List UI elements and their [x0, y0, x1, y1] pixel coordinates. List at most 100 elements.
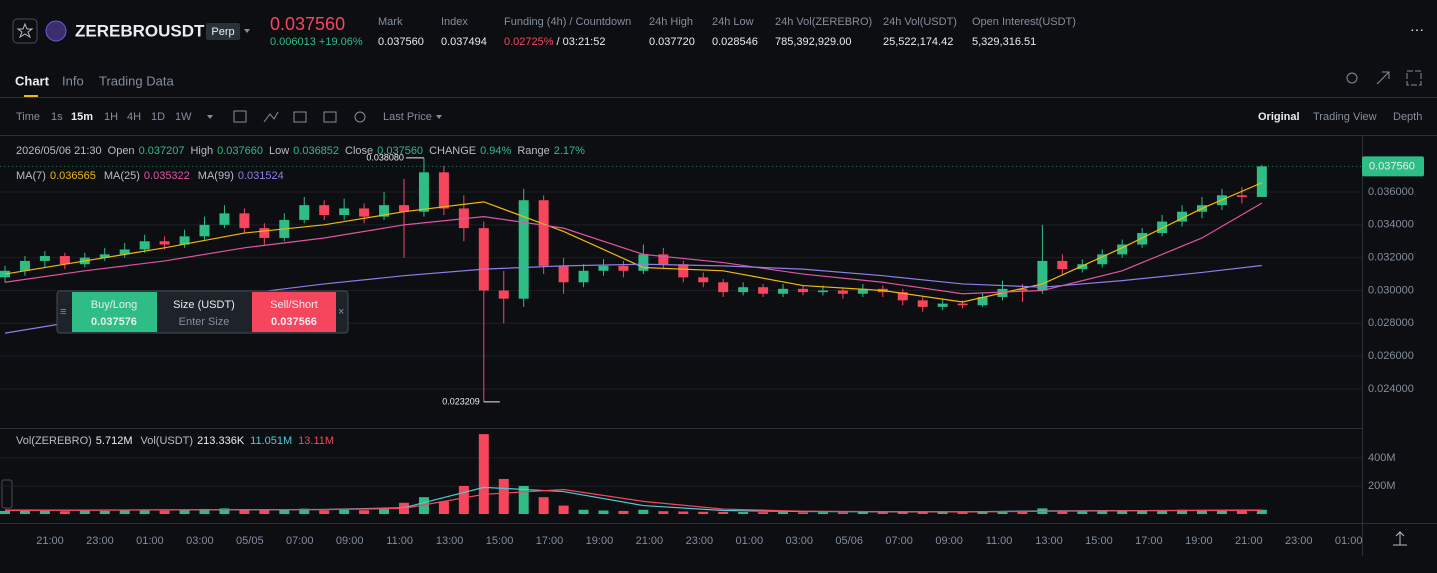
view-option[interactable]: Original	[1258, 111, 1300, 123]
y-tick-label: 0.024000	[1368, 383, 1414, 395]
x-tick-label: 07:00	[286, 535, 314, 547]
candle-body	[917, 300, 928, 307]
layout-icon[interactable]	[1406, 70, 1422, 86]
close-panel[interactable]: ×	[338, 306, 344, 318]
view-option[interactable]: Depth	[1393, 111, 1422, 123]
volume-bar	[578, 509, 589, 514]
candle-body	[578, 270, 589, 283]
volume-legend: Vol(ZEREBRO) 5.712M Vol(USDT) 213.336K 11.05…	[16, 435, 334, 447]
candle-body	[957, 303, 968, 306]
volume-bar	[718, 511, 729, 514]
y-tick-label: 0.032000	[1368, 252, 1414, 264]
stat-value: 0.02725%	[504, 36, 554, 48]
candle-body	[219, 213, 230, 225]
settings-icon[interactable]	[323, 111, 337, 123]
sell-label: Sell/Short	[270, 299, 318, 311]
volume-bar	[418, 497, 429, 514]
volume-bar	[538, 497, 549, 514]
more-menu[interactable]: ⋯	[1410, 22, 1424, 38]
view-option[interactable]: Trading View	[1313, 111, 1377, 123]
stat-value: 0.037560	[378, 36, 424, 48]
volume-bar	[339, 509, 350, 514]
volume-bar	[1057, 510, 1068, 514]
interval[interactable]: 1H	[104, 111, 118, 123]
config-icon[interactable]	[354, 111, 366, 123]
volume-bar	[837, 512, 848, 514]
volume-bar	[977, 511, 988, 514]
x-tick-label: 09:00	[935, 535, 963, 547]
tab[interactable]: Chart	[15, 73, 50, 88]
alert-icon[interactable]	[1346, 72, 1358, 84]
interval[interactable]: 1s	[51, 111, 63, 123]
last-price-tag-text: 0.037560	[1369, 160, 1415, 172]
volume-bar	[139, 509, 150, 514]
interval[interactable]: 1W	[175, 111, 192, 123]
draw-icon[interactable]	[263, 111, 279, 123]
interval[interactable]: Time	[16, 111, 40, 123]
candle-body	[59, 256, 70, 265]
interval[interactable]: 15m	[71, 111, 93, 123]
candle-body	[618, 265, 629, 271]
volume-bar	[259, 510, 270, 514]
interval[interactable]: 1D	[151, 111, 165, 123]
stat-value: 5,329,316.51	[972, 36, 1036, 48]
volume-bar	[299, 508, 310, 514]
sell-button[interactable]	[252, 292, 336, 332]
candle-body	[897, 292, 908, 301]
tab[interactable]: Info	[62, 73, 84, 88]
stat-value: 0.037494	[441, 36, 487, 48]
volume-bar	[638, 509, 649, 514]
scale-icon[interactable]	[1393, 531, 1407, 546]
y-tick-label: 0.026000	[1368, 350, 1414, 362]
interval-dropdown[interactable]	[207, 115, 213, 119]
volume-bar	[738, 512, 749, 514]
symbol-dropdown[interactable]	[244, 29, 250, 33]
x-tick-label: 03:00	[186, 535, 214, 547]
favorite-button[interactable]	[12, 18, 38, 44]
y-tick-label: 0.028000	[1368, 317, 1414, 329]
volume-bar	[39, 510, 50, 514]
stat-label: 24h Vol(USDT)	[883, 16, 957, 28]
size-label: Size (USDT)	[173, 299, 235, 311]
low-label: 0.023209	[442, 396, 480, 406]
candle-body	[678, 264, 689, 278]
price-type-dropdown[interactable]	[436, 115, 442, 119]
indicator-icon[interactable]	[233, 110, 247, 123]
buy-button[interactable]	[72, 292, 157, 332]
ohlc-date: 2026/05/06 21:30	[16, 145, 102, 157]
tab[interactable]: Trading Data	[99, 73, 174, 88]
volume-chart: 200M 400M	[0, 434, 1396, 514]
volume-bar	[99, 510, 110, 514]
volume-ma-value: 11.051M	[250, 435, 292, 447]
buy-price: 0.037576	[91, 316, 137, 328]
compare-icon[interactable]	[293, 111, 307, 123]
panel-toggle[interactable]	[1, 479, 13, 509]
last-price: 0.037560	[270, 14, 345, 34]
candle-body	[299, 205, 310, 220]
high-label: 0.038080	[366, 152, 404, 162]
candle-body	[817, 290, 828, 293]
volume-bar	[957, 512, 968, 514]
x-tick-label: 01:00	[736, 535, 764, 547]
interval[interactable]: 4H	[127, 111, 141, 123]
x-tick-label: 13:00	[436, 535, 464, 547]
x-tick-label: 01:00	[1335, 535, 1363, 547]
x-tick-label: 15:00	[486, 535, 514, 547]
stat-value: 0.028546	[712, 36, 758, 48]
volume-bar	[319, 510, 330, 514]
price-type[interactable]: Last Price	[383, 111, 432, 123]
size-input[interactable]: Enter Size	[179, 316, 230, 328]
volume-value: 213.336K	[197, 435, 245, 447]
last-price-tag	[1362, 156, 1424, 177]
volume-bar	[458, 485, 469, 514]
candle-body	[1057, 260, 1068, 270]
volume-bar	[678, 511, 689, 514]
ma-name: MA(99)	[198, 170, 234, 182]
expand-icon[interactable]	[1376, 71, 1390, 85]
ma-value: 0.036565	[50, 170, 96, 182]
volume-bar	[159, 510, 170, 514]
candle-body	[658, 254, 669, 265]
ohlc-label: High	[190, 145, 213, 157]
stat-label: Funding (4h) / Countdown	[504, 16, 631, 28]
candle-body	[399, 205, 409, 212]
